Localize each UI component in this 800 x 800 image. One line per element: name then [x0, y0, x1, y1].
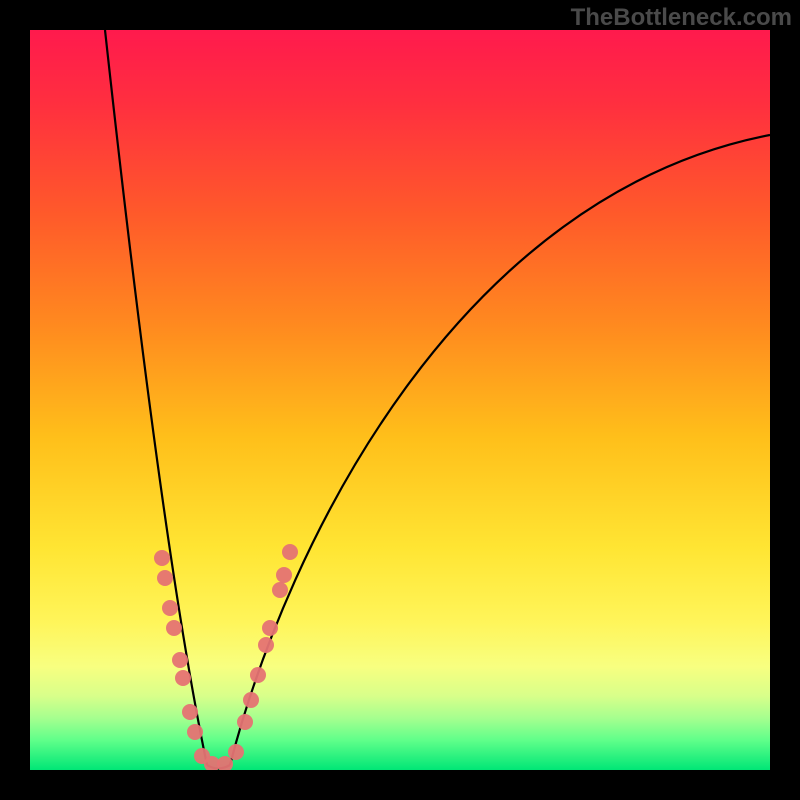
chart-container: TheBottleneck.com	[0, 0, 800, 800]
plot-area	[30, 30, 770, 770]
sample-marker	[162, 600, 178, 616]
sample-marker	[243, 692, 259, 708]
sample-marker	[166, 620, 182, 636]
sample-marker	[175, 670, 191, 686]
bottleneck-curve-layer	[30, 30, 770, 770]
sample-marker	[272, 582, 288, 598]
watermark-text: TheBottleneck.com	[571, 4, 792, 32]
sample-marker	[182, 704, 198, 720]
sample-marker	[187, 724, 203, 740]
sample-marker	[250, 667, 266, 683]
sample-marker	[172, 652, 188, 668]
sample-marker	[282, 544, 298, 560]
sample-marker	[276, 567, 292, 583]
curve-left-branch	[105, 30, 207, 765]
sample-marker	[157, 570, 173, 586]
curve-right-branch	[230, 135, 770, 765]
sample-marker	[237, 714, 253, 730]
sample-marker	[262, 620, 278, 636]
sample-marker	[154, 550, 170, 566]
sample-marker	[217, 756, 233, 770]
sample-marker	[228, 744, 244, 760]
sample-marker	[258, 637, 274, 653]
